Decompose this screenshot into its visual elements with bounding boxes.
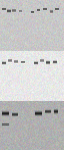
- Bar: [0, 101, 64, 150]
- Bar: [0, 0, 64, 53]
- Bar: [0, 52, 64, 103]
